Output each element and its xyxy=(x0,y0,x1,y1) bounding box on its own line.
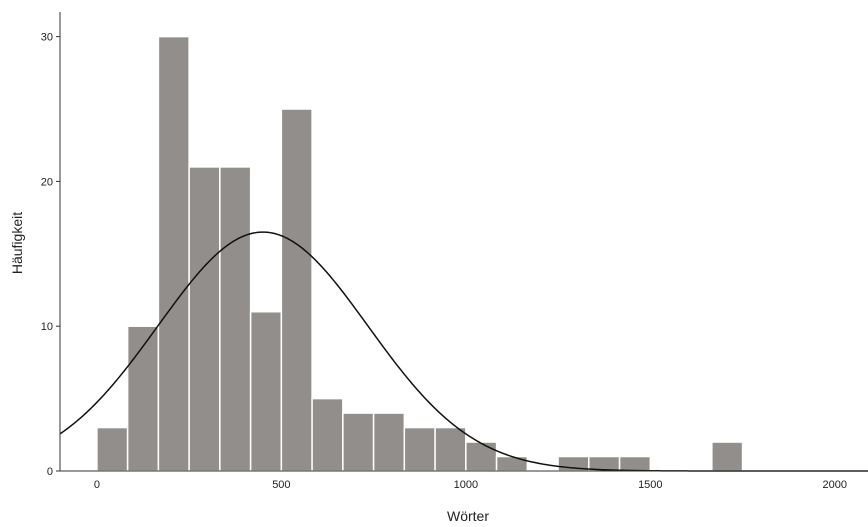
histogram-bar xyxy=(495,455,529,472)
y-axis-title: Häufigkeit xyxy=(9,212,25,274)
histogram-bar xyxy=(157,35,190,472)
x-tick-label: 1000 xyxy=(454,479,478,491)
x-tick-label: 500 xyxy=(272,479,290,491)
histogram-bar xyxy=(711,441,744,472)
x-tick-labels: 0 500 1000 1500 2000 xyxy=(94,479,847,491)
histogram-bar xyxy=(465,441,498,472)
histogram-bar xyxy=(618,455,652,472)
x-axis-title: Wörter xyxy=(447,508,489,524)
y-tick-labels: 0 10 20 30 xyxy=(41,32,60,478)
histogram-bar xyxy=(403,426,436,472)
histogram-bar xyxy=(434,426,467,472)
histogram-bar xyxy=(126,325,160,472)
x-tick-label: 0 xyxy=(94,479,100,491)
histogram-bar xyxy=(188,166,221,472)
histogram-bar xyxy=(96,426,129,472)
bars-group xyxy=(96,35,744,472)
histogram-bar xyxy=(219,166,252,472)
y-tick-label: 10 xyxy=(41,321,53,333)
histogram-bar xyxy=(249,310,283,472)
histogram-bar xyxy=(342,412,375,472)
histogram-bar xyxy=(372,412,406,472)
histogram-bar xyxy=(311,397,344,472)
y-tick-label: 30 xyxy=(41,32,53,44)
x-tick-label: 2000 xyxy=(823,479,847,491)
histogram-bar xyxy=(280,108,313,472)
y-tick-label: 20 xyxy=(41,176,53,188)
x-tick-label: 1500 xyxy=(638,479,662,491)
y-tick-label: 0 xyxy=(47,466,53,478)
